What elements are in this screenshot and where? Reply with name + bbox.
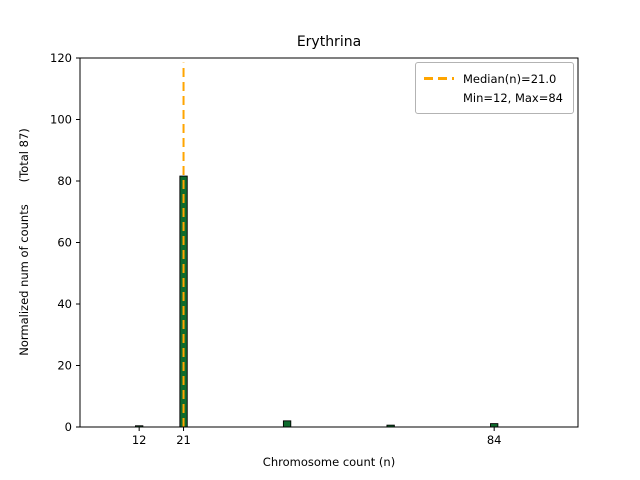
histogram-bar [282, 420, 292, 428]
median-dashed-line-swatch [423, 77, 454, 80]
chart-title: Erythrina [296, 34, 362, 50]
y-tick-label: 0 [65, 420, 72, 434]
y-tick-label: 80 [57, 174, 72, 188]
legend-entry-minmax: Min=12, Max=84 [424, 88, 563, 107]
y-tick-label: 60 [57, 236, 72, 250]
x-tick-label: 84 [487, 433, 502, 447]
y-tick-label: 100 [50, 113, 72, 127]
legend: Median(n)=21.0 Min=12, Max=84 [414, 62, 574, 114]
y-tick-label: 20 [57, 359, 72, 373]
legend-entry-median: Median(n)=21.0 [423, 69, 563, 88]
legend-label-median: Median(n)=21.0 [462, 71, 557, 86]
histogram-bar [490, 423, 499, 428]
x-tick-label: 21 [176, 433, 191, 447]
y-tick-label: 40 [57, 297, 72, 311]
legend-label-minmax: Min=12, Max=84 [462, 90, 563, 105]
x-axis-label: Chromosome count (n) [262, 455, 396, 469]
legend-empty-swatch [424, 96, 454, 99]
x-tick-label: 12 [132, 433, 147, 447]
y-tick-label: 120 [50, 51, 72, 65]
